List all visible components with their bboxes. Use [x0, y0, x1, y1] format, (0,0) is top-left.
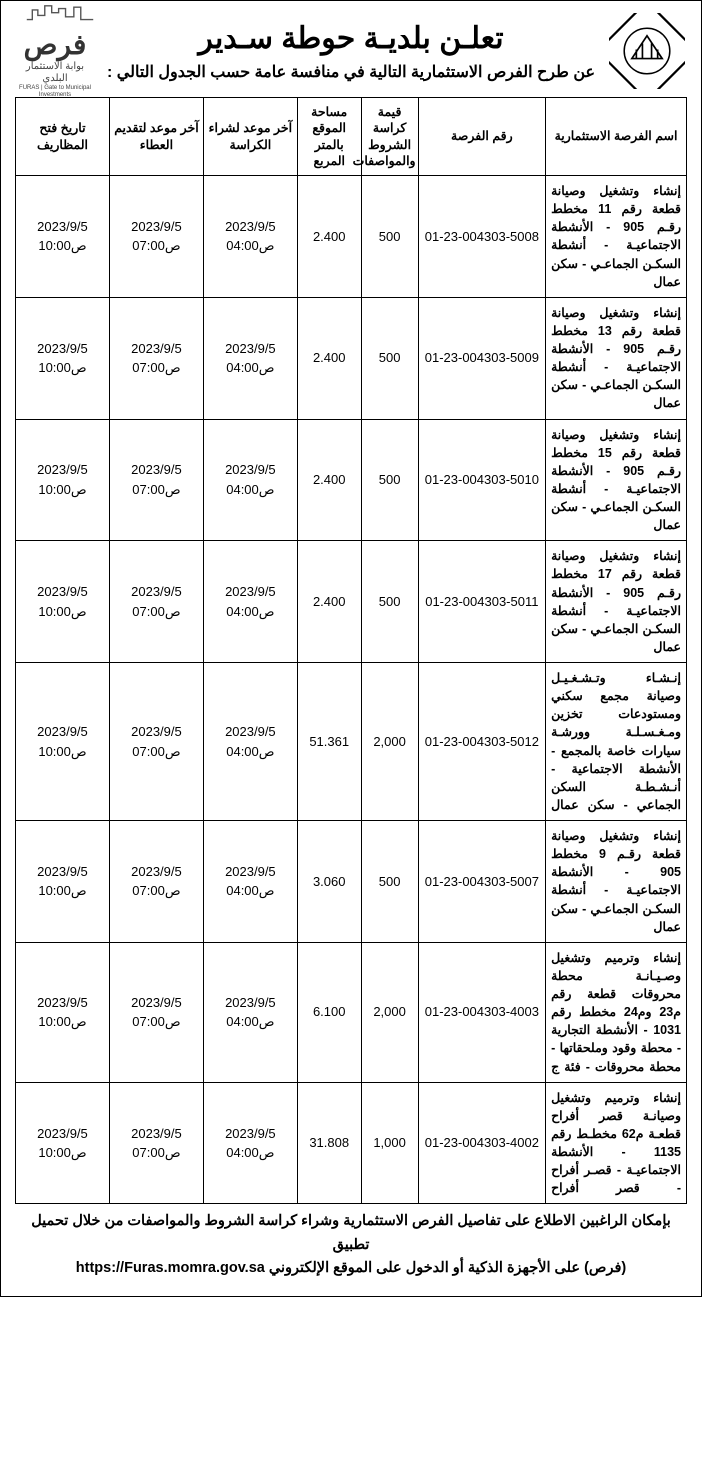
table-row: إنشاء وتشغيل وصيانة قطعة رقم 13 مخطط رقـ…	[16, 297, 687, 419]
furas-tagline-ar: بوابة الاستثمار البلدي	[15, 61, 95, 85]
cell-bid-deadline: 2023/9/507:00ص	[109, 419, 203, 541]
cell-buy-deadline: 2023/9/504:00ص	[203, 297, 297, 419]
cell-open-date: 2023/9/510:00ص	[16, 419, 110, 541]
table-row: إنـشـاء وتـشـغـيـل وصيانة مجمع سكني ومست…	[16, 663, 687, 821]
sub-title: عن طرح الفرص الاستثمارية التالية في مناف…	[103, 62, 599, 82]
table-row: إنشاء وتشغيل وصيانة قطعة رقم 11 مخطط رقـ…	[16, 176, 687, 298]
footer-url: https://Furas.momra.gov.sa	[76, 1260, 265, 1276]
table-row: إنشاء وتشغيل وصيانة قطعة رقم 17 مخطط رقـ…	[16, 541, 687, 663]
col-open-date: تاريخ فتح المظاريف	[16, 98, 110, 176]
cell-number: 01-23-004303-4002	[418, 1082, 545, 1204]
cell-number: 01-23-004303-5008	[418, 176, 545, 298]
cell-bid-deadline: 2023/9/507:00ص	[109, 663, 203, 821]
table-row: إنشاء وترميم وتشغيل وصيانـة قصر أفراح قط…	[16, 1082, 687, 1204]
furas-tagline-en: FURAS | Gate to Municipal Investments	[15, 85, 95, 99]
cell-open-date: 2023/9/510:00ص	[16, 663, 110, 821]
cell-area: 31.808	[297, 1082, 361, 1204]
table-row: إنشاء وتشغيل وصيانة قطعة رقم 15 مخطط رقـ…	[16, 419, 687, 541]
cell-area: 2.400	[297, 297, 361, 419]
cell-number: 01-23-004303-5011	[418, 541, 545, 663]
cell-buy-deadline: 2023/9/504:00ص	[203, 541, 297, 663]
opportunities-table: اسم الفرصة الاستثمارية رقم الفرصة قيمة ك…	[15, 97, 687, 1204]
cell-name: إنشاء وتشغيل وصيانة قطعة رقم 17 مخطط رقـ…	[546, 541, 687, 663]
table-row: إنشاء وتشغيل وصيانة قطعة رقـم 9 مخطط 905…	[16, 821, 687, 943]
cell-price: 2,000	[361, 663, 418, 821]
cell-number: 01-23-004303-5010	[418, 419, 545, 541]
cell-area: 2.400	[297, 176, 361, 298]
cell-name: إنشاء وترميم وتشغيل وصـيـانـة محطة محروق…	[546, 942, 687, 1082]
header: تعلـن بلديـة حوطة سـدير عن طرح الفرص الا…	[15, 11, 687, 91]
col-area: مساحة الموقع بالمتر المربع	[297, 98, 361, 176]
cell-bid-deadline: 2023/9/507:00ص	[109, 297, 203, 419]
col-bid-date: آخر موعد لتقديم العطاء	[109, 98, 203, 176]
footer-line-1: بإمكان الراغبين الاطلاع على تفاصيل الفرص…	[15, 1210, 687, 1256]
announcement-page: تعلـن بلديـة حوطة سـدير عن طرح الفرص الا…	[0, 0, 702, 1297]
cell-buy-deadline: 2023/9/504:00ص	[203, 1082, 297, 1204]
cell-area: 51.361	[297, 663, 361, 821]
cell-number: 01-23-004303-5012	[418, 663, 545, 821]
cell-price: 500	[361, 541, 418, 663]
cell-bid-deadline: 2023/9/507:00ص	[109, 1082, 203, 1204]
cell-buy-deadline: 2023/9/504:00ص	[203, 821, 297, 943]
skyline-icon	[25, 3, 95, 21]
cell-number: 01-23-004303-4003	[418, 942, 545, 1082]
furas-logo: فرص بوابة الاستثمار البلدي FURAS | Gate …	[15, 11, 95, 91]
footer-line-2: (فرص) على الأجهزة الذكية أو الدخول على ا…	[15, 1257, 687, 1280]
cell-name: إنشاء وترميم وتشغيل وصيانـة قصر أفراح قط…	[546, 1082, 687, 1204]
cell-price: 500	[361, 821, 418, 943]
main-title: تعلـن بلديـة حوطة سـدير	[103, 21, 599, 56]
cell-bid-deadline: 2023/9/507:00ص	[109, 942, 203, 1082]
cell-buy-deadline: 2023/9/504:00ص	[203, 419, 297, 541]
cell-open-date: 2023/9/510:00ص	[16, 942, 110, 1082]
cell-open-date: 2023/9/510:00ص	[16, 1082, 110, 1204]
cell-price: 2,000	[361, 942, 418, 1082]
cell-price: 500	[361, 419, 418, 541]
footer-line-2-text: (فرص) على الأجهزة الذكية أو الدخول على ا…	[265, 1260, 626, 1276]
cell-bid-deadline: 2023/9/507:00ص	[109, 821, 203, 943]
col-number: رقم الفرصة	[418, 98, 545, 176]
cell-buy-deadline: 2023/9/504:00ص	[203, 176, 297, 298]
cell-name: إنشاء وتشغيل وصيانة قطعة رقم 13 مخطط رقـ…	[546, 297, 687, 419]
cell-number: 01-23-004303-5009	[418, 297, 545, 419]
cell-price: 500	[361, 176, 418, 298]
cell-price: 1,000	[361, 1082, 418, 1204]
table-header-row: اسم الفرصة الاستثمارية رقم الفرصة قيمة ك…	[16, 98, 687, 176]
furas-word: فرص	[15, 28, 95, 62]
col-price: قيمة كراسة الشروط والمواصفات	[361, 98, 418, 176]
cell-open-date: 2023/9/510:00ص	[16, 541, 110, 663]
cell-area: 3.060	[297, 821, 361, 943]
cell-bid-deadline: 2023/9/507:00ص	[109, 176, 203, 298]
cell-price: 500	[361, 297, 418, 419]
cell-buy-deadline: 2023/9/504:00ص	[203, 663, 297, 821]
cell-name: إنشاء وتشغيل وصيانة قطعة رقم 11 مخطط رقـ…	[546, 176, 687, 298]
cell-name: إنشاء وتشغيل وصيانة قطعة رقم 15 مخطط رقـ…	[546, 419, 687, 541]
col-buy-date: آخر موعد لشراء الكراسة	[203, 98, 297, 176]
cell-name: إنـشـاء وتـشـغـيـل وصيانة مجمع سكني ومست…	[546, 663, 687, 821]
table-row: إنشاء وترميم وتشغيل وصـيـانـة محطة محروق…	[16, 942, 687, 1082]
cell-area: 2.400	[297, 541, 361, 663]
cell-open-date: 2023/9/510:00ص	[16, 176, 110, 298]
municipality-emblem-icon	[607, 11, 687, 91]
cell-area: 6.100	[297, 942, 361, 1082]
cell-area: 2.400	[297, 419, 361, 541]
title-block: تعلـن بلديـة حوطة سـدير عن طرح الفرص الا…	[103, 21, 599, 82]
footer: بإمكان الراغبين الاطلاع على تفاصيل الفرص…	[15, 1210, 687, 1280]
cell-open-date: 2023/9/510:00ص	[16, 297, 110, 419]
cell-number: 01-23-004303-5007	[418, 821, 545, 943]
cell-buy-deadline: 2023/9/504:00ص	[203, 942, 297, 1082]
cell-open-date: 2023/9/510:00ص	[16, 821, 110, 943]
cell-bid-deadline: 2023/9/507:00ص	[109, 541, 203, 663]
col-name: اسم الفرصة الاستثمارية	[546, 98, 687, 176]
cell-name: إنشاء وتشغيل وصيانة قطعة رقـم 9 مخطط 905…	[546, 821, 687, 943]
